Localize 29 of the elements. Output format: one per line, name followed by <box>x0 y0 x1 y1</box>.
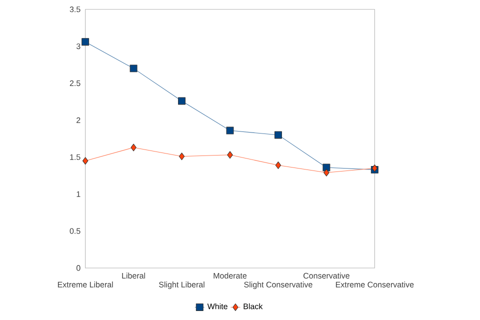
point <box>178 152 185 160</box>
y-tick-label: 2.5 <box>70 80 80 86</box>
y-tick-label: 1.5 <box>70 154 80 160</box>
point <box>178 97 186 105</box>
x-tick-label: Slight Conservative <box>244 282 312 290</box>
x-tick-label: Slight Liberal <box>159 282 204 290</box>
x-tick-label: Moderate <box>214 272 247 279</box>
legend-label: Black <box>244 303 263 310</box>
x-tick-label: Extreme Conservative <box>336 282 414 288</box>
point <box>324 168 330 176</box>
point <box>274 131 282 139</box>
x-tick-label: Liberal <box>122 272 146 279</box>
y-tick-label: 1 <box>76 191 80 197</box>
point <box>275 162 282 169</box>
x-tick-label: Extreme Liberal <box>58 282 113 288</box>
point <box>130 64 138 72</box>
y-tick-label: 0.5 <box>70 228 80 234</box>
x-tick-label: Conservative <box>303 272 350 279</box>
point <box>82 38 90 46</box>
point <box>322 164 330 172</box>
y-tick-label: 3.5 <box>70 6 80 12</box>
point <box>82 157 88 165</box>
legend-label: White <box>207 303 228 310</box>
point <box>227 151 233 159</box>
point <box>130 144 136 152</box>
point <box>226 126 234 134</box>
y-tick-label: 2 <box>76 117 80 123</box>
y-tick-label: 0 <box>76 265 80 271</box>
y-tick-label: 3 <box>76 43 80 50</box>
